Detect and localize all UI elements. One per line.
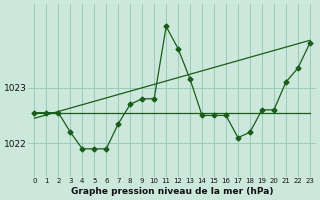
X-axis label: Graphe pression niveau de la mer (hPa): Graphe pression niveau de la mer (hPa) xyxy=(71,187,273,196)
